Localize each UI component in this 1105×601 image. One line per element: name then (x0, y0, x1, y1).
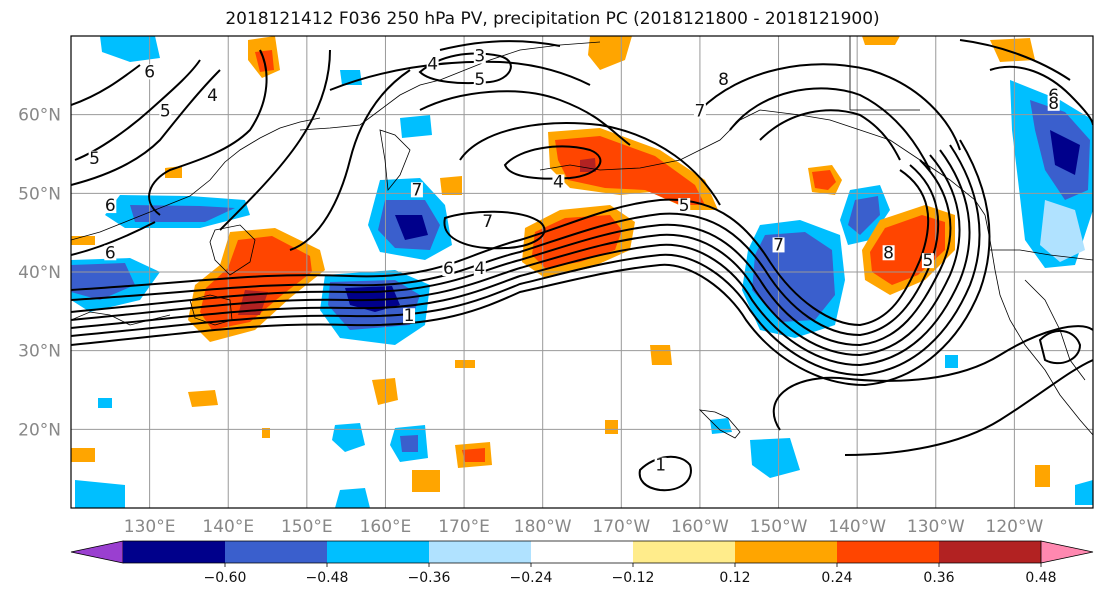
lon-tick-label: 130°E (124, 517, 176, 537)
contour-label: 1 (655, 456, 666, 476)
contour-label-bg (921, 253, 934, 269)
contour-label-bg (473, 72, 486, 88)
colorbar-tick-label: −0.36 (408, 570, 451, 586)
longitude-labels: 130°E 140°E 150°E 160°E 170°E 180°W 170°W 160°W… (124, 517, 1044, 537)
lon-tick-label: 170°W (592, 517, 650, 537)
contour-label-bg (104, 245, 117, 261)
lat-tick-label: 20°N (18, 420, 61, 440)
colorbar-tick-label: 0.48 (1025, 570, 1056, 586)
contour-label-bg (159, 103, 172, 119)
map-title: 2018121412 F036 250 hPa PV, precipitatio… (225, 9, 880, 29)
contour-label: 5 (89, 149, 100, 169)
lat-tick-label: 50°N (18, 184, 61, 204)
contour-label: 4 (474, 259, 485, 279)
contour-label-bg (410, 182, 423, 198)
contour-label: 3 (474, 47, 485, 67)
contour-label-bg (473, 261, 486, 276)
contour-label-bg (104, 198, 117, 214)
contour-label-bg (206, 87, 219, 103)
contour-label: 7 (773, 235, 784, 255)
contour-label: 6 (144, 62, 155, 82)
contour-label-bg (473, 48, 486, 64)
lon-tick-label: 140°E (202, 517, 254, 537)
contour-label: 5 (474, 70, 485, 90)
contour-label: 8 (718, 70, 729, 90)
contour-label-bg (717, 72, 730, 88)
contour-label-bg (654, 457, 667, 473)
map-frame (70, 35, 1094, 509)
contour-label: 4 (553, 172, 564, 192)
contour-label: 6 (105, 196, 116, 216)
contour-label: 6 (105, 243, 116, 263)
colorbar-extend-low (70, 540, 124, 564)
contour-label: 4 (207, 86, 218, 106)
contour-label: 6 (443, 259, 454, 279)
lon-tick-label: 160°W (671, 517, 729, 537)
contour-label: 7 (695, 102, 706, 122)
contour-label-bg (882, 245, 895, 261)
colorbar-tick-label: 0.36 (923, 570, 954, 586)
contour-labels: 354645566776418768578541 (88, 47, 1060, 476)
lon-tick-label: 170°E (438, 517, 490, 537)
contour-label-bg (426, 56, 439, 72)
lon-tick-label: 140°W (828, 517, 886, 537)
contour-label-bg (552, 174, 565, 190)
colorbar-swatch (225, 541, 328, 563)
colorbar-swatch (327, 541, 430, 563)
contour-label-bg (403, 308, 416, 324)
pv-contours (71, 39, 1093, 492)
colorbar-tick-label: −0.60 (204, 570, 247, 586)
contour-label: 5 (679, 196, 690, 216)
lat-tick-label: 60°N (18, 106, 61, 126)
contour-label-bg (442, 261, 455, 276)
colorbar-swatch (531, 541, 634, 563)
colorbar-tick-label: −0.12 (612, 570, 655, 586)
colorbar-tick-label: −0.24 (510, 570, 553, 586)
colorbar-tick-label: −0.48 (306, 570, 349, 586)
colorbar-swatch (837, 541, 940, 563)
map-plot-area: 354645566776418768578541 (71, 36, 1093, 508)
contour-label-bg (143, 64, 156, 80)
colorbar-tick-labels: −0.60 −0.48 −0.36 −0.24 −0.12 0.12 0.24 0.36 0.4… (204, 563, 1057, 586)
lon-tick-label: 160°E (360, 517, 412, 537)
colorbar (70, 540, 1094, 564)
colorbar-swatch (633, 541, 736, 563)
contour-label: 1 (404, 306, 415, 326)
lon-tick-label: 120°W (986, 517, 1044, 537)
contour-label-bg (693, 103, 706, 119)
colorbar-swatch (735, 541, 838, 563)
colorbar-swatch (123, 541, 226, 563)
lon-tick-label: 150°W (750, 517, 808, 537)
colorbar-extend-high (1040, 540, 1094, 564)
lon-tick-label: 150°E (281, 517, 333, 537)
latitude-labels: 60°N 50°N 40°N 30°N 20°N (18, 106, 61, 441)
colorbar-tick-label: 0.24 (821, 570, 852, 586)
contour-label: 8 (883, 243, 894, 263)
contour-label: 4 (427, 54, 438, 74)
coastlines (71, 36, 1093, 439)
lat-tick-label: 40°N (18, 263, 61, 283)
contour-label-bg (1047, 95, 1060, 111)
contour-label-bg (678, 198, 691, 214)
contour-label-bg (772, 237, 785, 253)
colorbar-tick-label: 0.12 (719, 570, 750, 586)
contour-label: 5 (160, 102, 171, 122)
lon-tick-label: 180°W (514, 517, 572, 537)
contour-label: 7 (482, 212, 493, 232)
contour-label: 5 (922, 251, 933, 271)
contour-label-bg (88, 150, 101, 166)
lat-tick-label: 30°N (18, 342, 61, 362)
lon-tick-label: 130°W (907, 517, 965, 537)
contour-label: 7 (411, 180, 422, 200)
contour-label: 8 (1048, 94, 1059, 114)
contour-label-bg (481, 213, 494, 229)
colorbar-swatch (429, 541, 532, 563)
colorbar-swatch (939, 541, 1042, 563)
